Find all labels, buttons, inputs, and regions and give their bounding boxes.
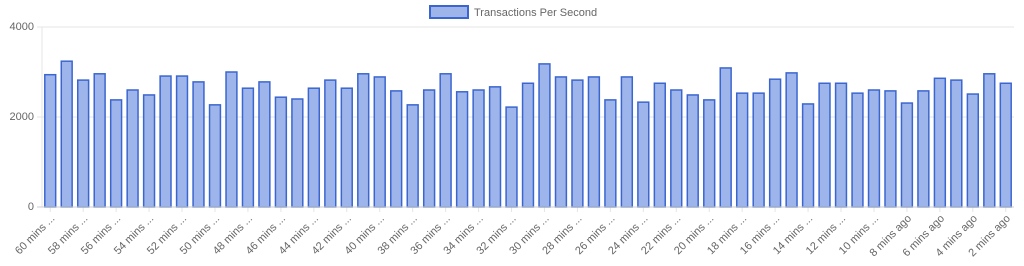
bar (455, 91, 469, 208)
bar (735, 92, 749, 208)
bar (488, 86, 502, 208)
bar (933, 77, 947, 208)
bar (422, 89, 436, 208)
bar (373, 76, 386, 208)
bar (703, 99, 716, 208)
bar (851, 92, 864, 208)
bar (274, 96, 288, 208)
bar (983, 73, 996, 208)
bar (60, 60, 73, 208)
bar (521, 82, 535, 208)
bar (44, 73, 57, 208)
bar (637, 101, 650, 208)
bar (571, 79, 584, 208)
bar (620, 76, 634, 208)
bar (159, 75, 172, 208)
legend-swatch[interactable] (429, 5, 469, 19)
bar (291, 98, 304, 208)
bar (653, 82, 666, 208)
bar (950, 79, 963, 208)
bar (670, 89, 683, 208)
bar (142, 94, 156, 208)
bar (686, 94, 699, 208)
bar (538, 63, 551, 208)
bar (867, 89, 881, 208)
bar (192, 81, 205, 208)
bar (406, 104, 419, 208)
y-tick-label: 4000 (10, 21, 34, 33)
bar (258, 81, 271, 208)
bar (126, 89, 139, 208)
bar (390, 90, 403, 208)
bar (785, 72, 798, 208)
bar (966, 93, 980, 208)
bar (505, 106, 518, 208)
bar (801, 103, 815, 208)
bar (175, 75, 189, 208)
bar (439, 73, 452, 208)
bar (900, 102, 914, 208)
bar (604, 99, 617, 208)
legend-label[interactable]: Transactions Per Second (474, 7, 597, 19)
bar (324, 79, 337, 208)
bar (554, 76, 568, 208)
bar (884, 90, 897, 208)
bar (241, 87, 255, 208)
y-tick-label: 0 (28, 201, 34, 213)
y-tick-label: 2000 (10, 111, 34, 123)
bar (307, 87, 321, 208)
bar (208, 104, 222, 208)
bar (93, 73, 106, 208)
bar (834, 82, 848, 208)
bar (109, 99, 123, 208)
bar (587, 76, 601, 208)
bar (472, 89, 485, 208)
bar (76, 79, 90, 208)
bar (719, 67, 732, 208)
bar (818, 82, 831, 208)
bar (752, 92, 765, 208)
bar (999, 82, 1012, 208)
bar (225, 71, 238, 208)
bar (768, 78, 782, 208)
bar (357, 73, 370, 208)
bar (917, 90, 930, 208)
bar (340, 87, 353, 208)
